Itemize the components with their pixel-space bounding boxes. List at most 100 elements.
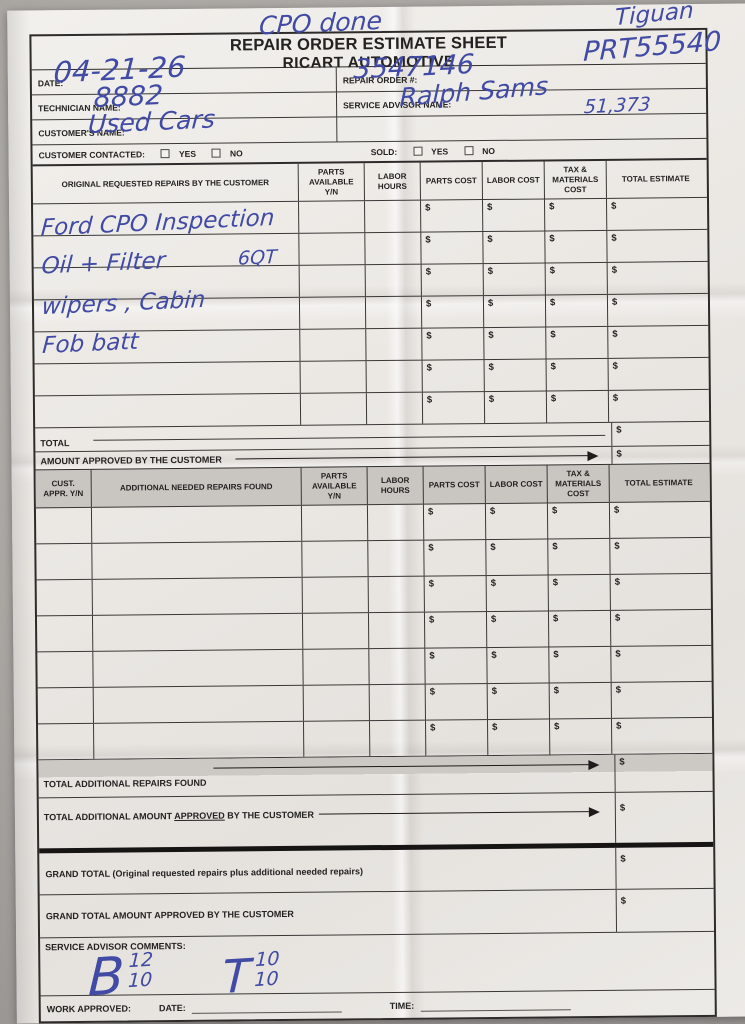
arrow-line bbox=[318, 811, 589, 815]
total-additional-approved-label: TOTAL ADDITIONAL AMOUNT APPROVED BY THE … bbox=[43, 809, 314, 823]
parts-cost-cell: $ bbox=[420, 200, 484, 232]
arrow-head-icon bbox=[588, 806, 600, 817]
currency-symbol: $ bbox=[616, 424, 622, 436]
parts-cost-cell: $ bbox=[421, 296, 485, 328]
sold-no-label: NO bbox=[482, 145, 495, 156]
customer-label: CUSTOMER'S NAME: bbox=[38, 127, 125, 139]
tax-materials-cost-cell: $ bbox=[545, 230, 608, 263]
parts-available-cell bbox=[302, 613, 370, 649]
parts-available-cell bbox=[299, 233, 366, 265]
parts-cost-cell: $ bbox=[424, 576, 487, 612]
total-estimate-cell: $ bbox=[614, 540, 620, 552]
parts-available-cell bbox=[303, 649, 370, 685]
table2-header-description: ADDITIONAL NEEDED REPAIRS FOUND bbox=[91, 467, 302, 507]
total-additional-label: TOTAL ADDITIONAL REPAIRS FOUND bbox=[43, 777, 207, 790]
parts-available-cell bbox=[302, 541, 369, 577]
tax-materials-cost-cell: $ bbox=[545, 262, 608, 295]
parts-available-cell bbox=[299, 201, 366, 233]
parts-available-cell bbox=[300, 361, 367, 393]
total-additional-dollar-cell: $ bbox=[614, 753, 713, 792]
total-estimate-cell: $ bbox=[613, 504, 620, 516]
cust-appr-cell bbox=[35, 507, 93, 544]
additional-repair-description-cell bbox=[92, 541, 303, 579]
tax-materials-cost-cell: $ bbox=[547, 502, 611, 539]
customer-field: CUSTOMER'S NAME: bbox=[32, 117, 338, 145]
additional-repair-description-cell bbox=[92, 613, 304, 651]
technician-field: TECHNICIAN NAME: bbox=[31, 92, 338, 120]
tax-materials-cost-cell: $ bbox=[548, 538, 611, 575]
amount-approved-label: AMOUNT APPROVED BY THE CUSTOMER bbox=[40, 454, 222, 467]
labor-cost-cell: $ bbox=[487, 683, 550, 720]
additional-repair-description-cell bbox=[93, 685, 304, 723]
parts-cost-cell: $ bbox=[425, 648, 488, 684]
labor-hours-cell bbox=[366, 328, 423, 361]
date-label: DATE: bbox=[37, 78, 64, 89]
total-estimate-cell: $ bbox=[615, 648, 621, 660]
labor-cost-cell: $ bbox=[483, 263, 546, 296]
labor-cost-cell: $ bbox=[483, 295, 547, 328]
table2-rows: $ $ $ $ $ $ $ $ $ $ $ $ $ $ $ $ bbox=[35, 501, 713, 761]
total-estimate-cell: $ bbox=[616, 720, 622, 732]
repair-description-cell bbox=[34, 329, 301, 364]
table2-header-total-estimate: TOTAL ESTIMATE bbox=[624, 477, 693, 488]
labor-cost-cell: $ bbox=[486, 575, 549, 612]
labor-hours-cell bbox=[368, 576, 425, 613]
labor-cost-cell: $ bbox=[484, 359, 547, 392]
repair-description-cell bbox=[33, 297, 301, 332]
sold-yes-checkbox bbox=[413, 146, 423, 156]
work-time-blank bbox=[420, 997, 571, 1012]
labor-hours-cell bbox=[368, 612, 426, 649]
sold-no-checkbox bbox=[464, 146, 474, 156]
date-field: DATE: bbox=[31, 67, 337, 95]
parts-cost-cell: $ bbox=[424, 612, 488, 648]
labor-hours-cell bbox=[366, 392, 424, 425]
currency-symbol: $ bbox=[619, 756, 625, 768]
parts-cost-cell: $ bbox=[424, 540, 487, 576]
parts-cost-cell: $ bbox=[422, 328, 485, 360]
labor-cost-cell: $ bbox=[484, 391, 548, 424]
cust-appr-cell bbox=[36, 543, 93, 580]
service-advisor-comments: SERVICE ADVISOR COMMENTS: B 12 10 T 10 10 bbox=[40, 930, 715, 1009]
table1-rows: Ford CPO Inspection Oil + Filter 6QT wipers… bbox=[33, 197, 710, 429]
grand-total-approved-label: GRAND TOTAL AMOUNT APPROVED BY THE CUSTO… bbox=[45, 908, 294, 922]
total-estimate-cell: $ bbox=[611, 200, 617, 212]
amount-approved-dollar-cell: $ bbox=[611, 445, 710, 464]
tax-materials-cost-cell: $ bbox=[544, 198, 608, 231]
technician-label: TECHNICIAN NAME: bbox=[38, 102, 121, 114]
additional-repair-description-cell bbox=[92, 577, 303, 615]
contacted-yes-checkbox bbox=[160, 149, 170, 159]
arrow-line bbox=[235, 455, 588, 460]
repair-order-label: REPAIR ORDER #: bbox=[342, 74, 418, 86]
contacted-no-checkbox bbox=[211, 148, 221, 158]
repair-description-cell bbox=[33, 233, 300, 268]
arrow-head-icon bbox=[588, 759, 600, 770]
total-additional-approved-row: TOTAL ADDITIONAL AMOUNT APPROVED BY THE … bbox=[39, 791, 714, 848]
table1-header-description: ORIGINAL REQUESTED REPAIRS BY THE CUSTOM… bbox=[32, 163, 299, 204]
grand-total-approved-row: GRAND TOTAL AMOUNT APPROVED BY THE CUSTO… bbox=[40, 888, 715, 937]
labor-cost-cell: $ bbox=[485, 503, 549, 540]
total-estimate-cell: $ bbox=[612, 392, 619, 404]
labor-cost-cell: $ bbox=[484, 327, 547, 360]
tax-materials-cost-cell: $ bbox=[546, 326, 609, 359]
parts-available-cell bbox=[301, 505, 369, 541]
parts-available-cell bbox=[299, 265, 366, 297]
labor-hours-cell bbox=[368, 540, 425, 577]
table1-header-labor-hours: LABOR HOURS bbox=[364, 162, 421, 201]
cust-appr-cell bbox=[36, 579, 93, 616]
additional-repair-description-cell bbox=[94, 721, 305, 759]
labor-hours-cell bbox=[365, 296, 423, 329]
labor-hours-cell bbox=[367, 504, 425, 541]
arrow-line bbox=[213, 764, 589, 769]
labor-cost-cell: $ bbox=[482, 199, 546, 232]
labor-hours-cell bbox=[369, 684, 426, 721]
repair-description-cell bbox=[34, 361, 301, 396]
table2-header-cust-appr: CUST. APPR. Y/N bbox=[35, 469, 92, 508]
customer-field-right bbox=[337, 114, 706, 142]
table2-header: CUST. APPR. Y/N ADDITIONAL NEEDED REPAIR… bbox=[35, 463, 710, 509]
parts-cost-cell: $ bbox=[421, 232, 484, 264]
total-estimate-cell: $ bbox=[614, 576, 621, 588]
handwritten-t-score: T 10 10 bbox=[221, 948, 280, 1004]
parts-cost-cell: $ bbox=[422, 392, 486, 424]
grand-total-row: GRAND TOTAL (Original requested repairs … bbox=[39, 846, 714, 896]
labor-hours-cell bbox=[365, 200, 422, 233]
